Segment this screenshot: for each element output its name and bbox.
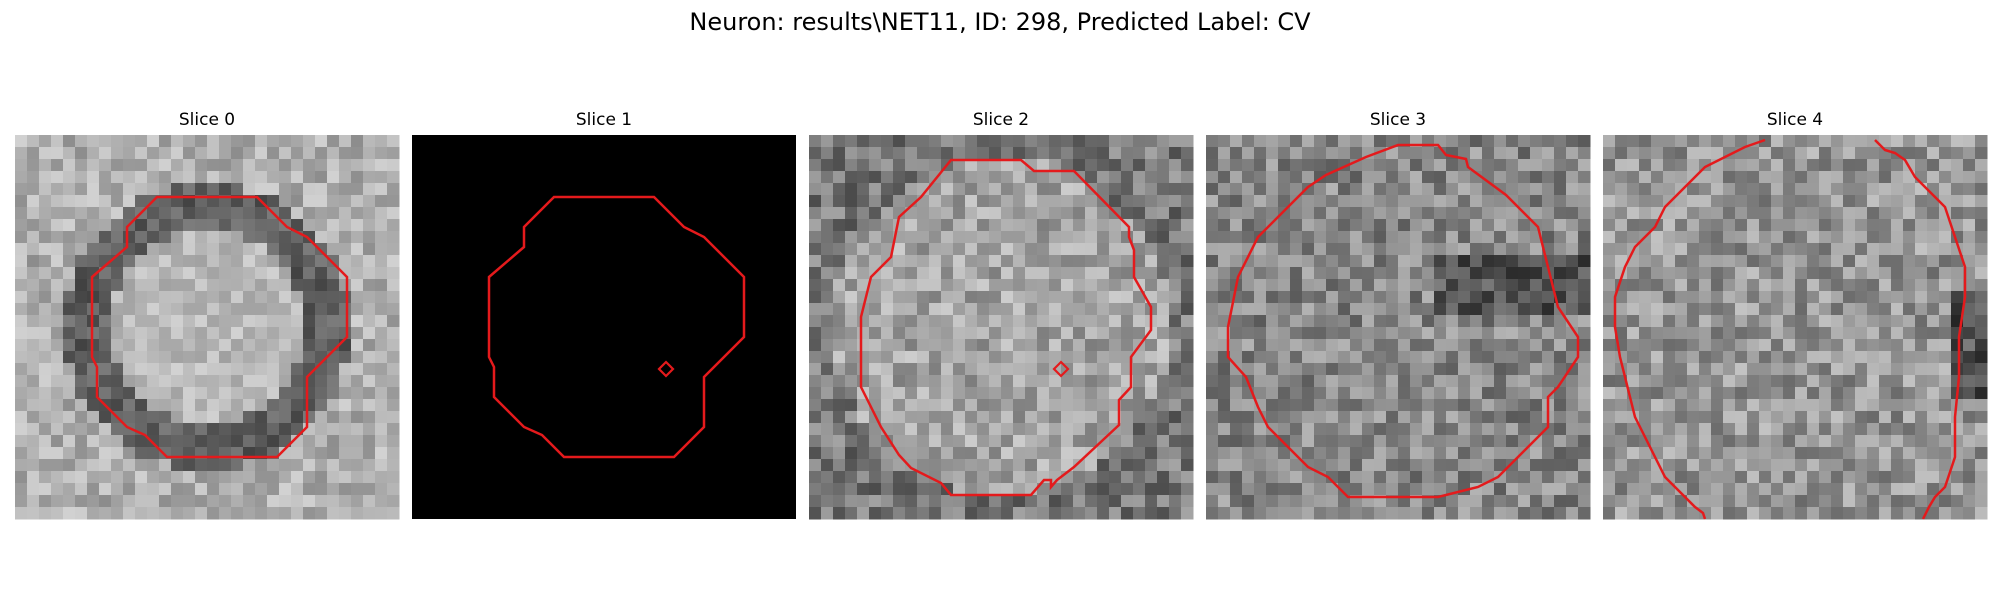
slice-3-image xyxy=(1206,135,1591,520)
slice-0-pixels xyxy=(15,135,400,520)
slice-2-marker xyxy=(1052,360,1070,378)
slice-4-image xyxy=(1603,135,1988,520)
slice-2-pixels xyxy=(809,135,1194,520)
slice-0-contour xyxy=(90,195,349,459)
slice-2-contour xyxy=(859,158,1153,497)
slice-1-contour xyxy=(487,195,746,459)
slice-3-pixels xyxy=(1206,135,1591,520)
slice-0-image xyxy=(15,135,400,520)
slice-3-contour xyxy=(1226,143,1580,499)
slice-1-image xyxy=(412,135,796,519)
slice-4-contour-right xyxy=(1874,139,1967,520)
slice-2-title: Slice 2 xyxy=(972,110,1030,130)
slice-4-pixels xyxy=(1603,135,1988,520)
slice-0-title: Slice 0 xyxy=(178,110,236,130)
slice-1-marker xyxy=(657,360,675,378)
slice-4-title: Slice 4 xyxy=(1766,110,1824,130)
slice-1-title: Slice 1 xyxy=(575,110,633,130)
slice-2-image xyxy=(809,135,1194,520)
slice-3-title: Slice 3 xyxy=(1369,110,1427,130)
slice-4-contour-left xyxy=(1613,138,1766,520)
figure-title: Neuron: results\NET11, ID: 298, Predicte… xyxy=(689,8,1311,36)
